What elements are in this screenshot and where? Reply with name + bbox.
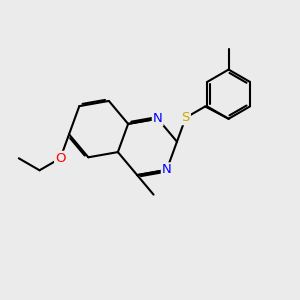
- Text: O: O: [55, 152, 66, 165]
- Text: N: N: [162, 164, 172, 176]
- Text: S: S: [182, 111, 190, 124]
- Text: N: N: [153, 112, 163, 125]
